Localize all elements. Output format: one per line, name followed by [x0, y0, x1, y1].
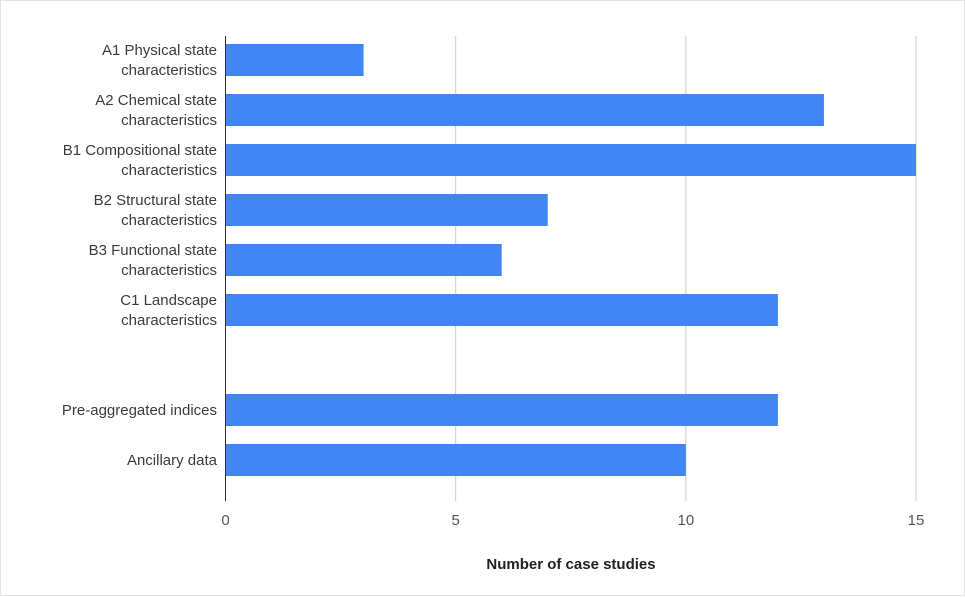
category-label: A2 Chemical state characteristics — [95, 92, 217, 129]
category-label-line: characteristics — [121, 112, 217, 129]
category-label-line: C1 Landscape — [120, 292, 217, 309]
category-label-line: A1 Physical state — [102, 42, 217, 59]
bars — [225, 44, 916, 476]
category-label-line: Pre-aggregated indices — [62, 402, 217, 419]
category-label-line: Ancillary data — [127, 452, 218, 469]
x-tick-labels: 0 5 10 15 — [221, 512, 924, 529]
category-label-line: B3 Functional state — [89, 242, 217, 259]
category-label-line: characteristics — [121, 312, 217, 329]
category-label: Pre-aggregated indices — [62, 402, 217, 419]
category-label: B3 Functional state characteristics — [89, 242, 217, 279]
category-label: Ancillary data — [127, 452, 218, 469]
category-label-line: characteristics — [121, 262, 217, 279]
category-label-line: characteristics — [121, 212, 217, 229]
category-label-line: B2 Structural state — [94, 192, 217, 209]
bar — [225, 394, 778, 426]
category-label: B1 Compositional state characteristics — [63, 142, 217, 179]
category-label-line: B1 Compositional state — [63, 142, 217, 159]
category-label-line: characteristics — [121, 62, 217, 79]
category-label: B2 Structural state characteristics — [94, 192, 217, 229]
x-axis-title: Number of case studies — [486, 556, 655, 573]
bar — [225, 44, 364, 76]
x-tick-label: 10 — [677, 512, 694, 529]
category-label: A1 Physical state characteristics — [102, 42, 217, 79]
category-label: C1 Landscape characteristics — [120, 292, 217, 329]
bar — [225, 294, 778, 326]
x-tick-label: 15 — [908, 512, 925, 529]
category-label-line: characteristics — [121, 162, 217, 179]
bar — [225, 194, 548, 226]
bar — [225, 244, 502, 276]
bar — [225, 144, 916, 176]
bar — [225, 94, 824, 126]
bar — [225, 444, 686, 476]
x-tick-label: 5 — [451, 512, 459, 529]
category-label-line: A2 Chemical state — [95, 92, 217, 109]
x-tick-label: 0 — [221, 512, 229, 529]
